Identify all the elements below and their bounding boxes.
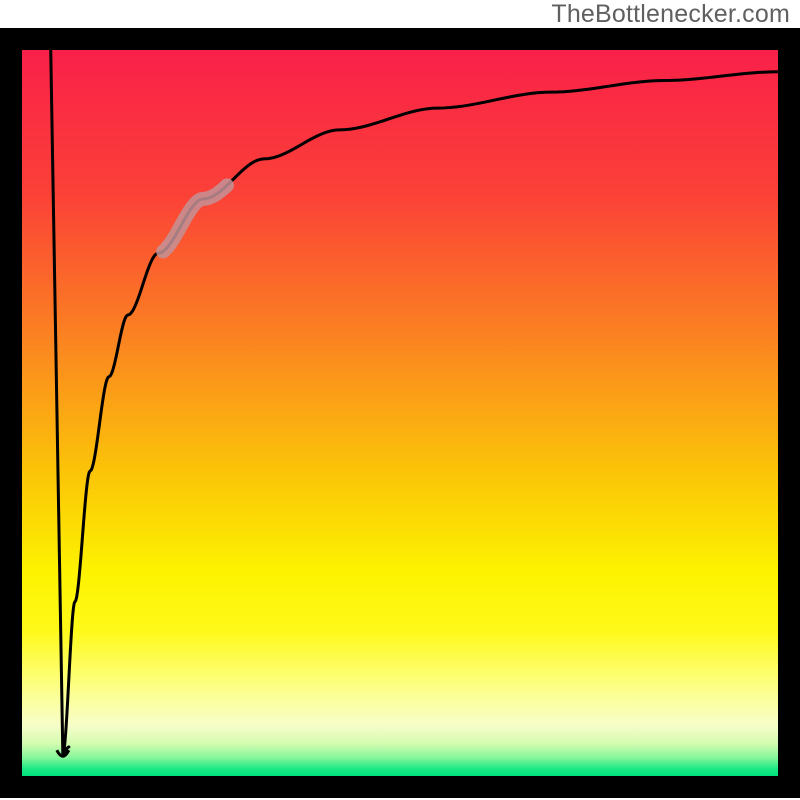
frame-top <box>0 28 800 50</box>
frame-right <box>778 28 800 798</box>
chart-container: TheBottlenecker.com <box>0 0 800 800</box>
frame-bottom <box>0 776 800 798</box>
frame-left <box>0 28 22 798</box>
plot-area <box>22 50 778 776</box>
plot-svg <box>22 50 778 776</box>
gradient-background <box>22 50 778 776</box>
watermark-text: TheBottlenecker.com <box>551 0 790 29</box>
